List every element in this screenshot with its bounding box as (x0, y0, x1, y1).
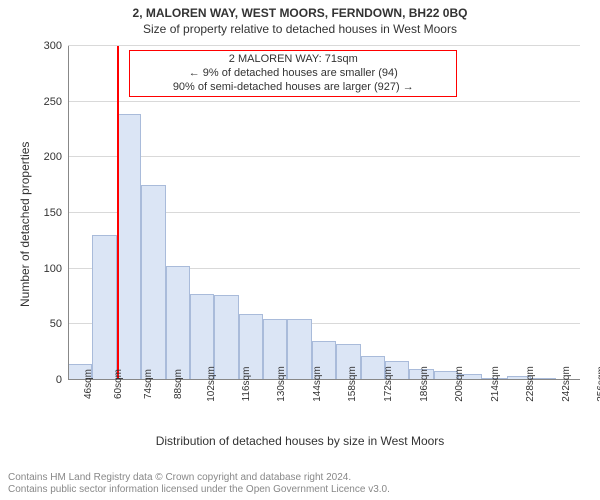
histogram-plot-area: 050100150200250300 46sqm60sqm74sqm88sqm1… (68, 46, 580, 380)
annotation-line: 90% of semi-detached houses are larger (… (136, 81, 450, 95)
histogram-bar (141, 185, 165, 380)
x-tick-label: 256sqm (579, 380, 600, 395)
footer-line-1: Contains HM Land Registry data © Crown c… (8, 472, 592, 484)
x-tick-label: 46sqm (68, 380, 98, 395)
annotation-box: 2 MALOREN WAY: 71sqm← 9% of detached hou… (129, 50, 457, 97)
y-tick-label: 0 (56, 374, 68, 386)
y-tick-label: 300 (44, 40, 68, 52)
page-title: 2, MALOREN WAY, WEST MOORS, FERNDOWN, BH… (0, 0, 600, 20)
x-tick-label: 242sqm (543, 380, 579, 395)
histogram-bar (214, 295, 238, 380)
y-tick-label: 150 (44, 207, 68, 219)
x-axis-label: Distribution of detached houses by size … (0, 434, 600, 448)
y-tick-label: 50 (50, 318, 68, 330)
histogram-bar (92, 235, 116, 380)
x-tick-label: 144sqm (294, 380, 330, 395)
histogram-bar (166, 266, 190, 380)
y-tick-label: 250 (44, 96, 68, 108)
x-tick-label: 88sqm (158, 380, 188, 395)
x-tick-label: 200sqm (436, 380, 472, 395)
x-tick-label: 60sqm (98, 380, 128, 395)
x-tick-label: 214sqm (472, 380, 508, 395)
histogram-bar (361, 356, 385, 380)
page-subtitle: Size of property relative to detached ho… (0, 20, 600, 36)
x-tick-label: 102sqm (188, 380, 224, 395)
x-tick-label: 186sqm (401, 380, 437, 395)
x-tick-label: 172sqm (365, 380, 401, 395)
y-tick-label: 100 (44, 263, 68, 275)
x-axis-labels: 46sqm60sqm74sqm88sqm102sqm116sqm130sqm14… (68, 380, 580, 395)
x-tick-label: 130sqm (258, 380, 294, 395)
x-tick-label: 228sqm (508, 380, 544, 395)
property-marker-line (117, 46, 119, 380)
x-tick-label: 158sqm (330, 380, 366, 395)
annotation-line: 2 MALOREN WAY: 71sqm (136, 53, 450, 67)
footer-line-2: Contains public sector information licen… (8, 484, 592, 496)
chart-container: 2, MALOREN WAY, WEST MOORS, FERNDOWN, BH… (0, 0, 600, 500)
y-axis-label: Number of detached properties (18, 141, 32, 306)
x-tick-label: 116sqm (224, 380, 259, 395)
attribution-footer: Contains HM Land Registry data © Crown c… (8, 472, 592, 496)
histogram-bar (117, 114, 141, 380)
annotation-line: ← 9% of detached houses are smaller (94) (136, 67, 450, 81)
histogram-bar (287, 319, 311, 380)
x-tick-label: 74sqm (128, 380, 158, 395)
y-axis-line (68, 46, 69, 380)
y-tick-label: 200 (44, 151, 68, 163)
